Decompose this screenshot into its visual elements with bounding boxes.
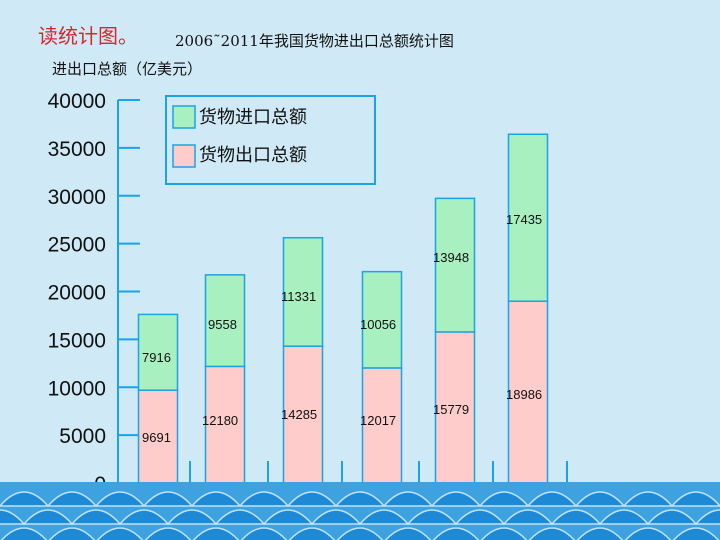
data-label-import: 13948	[433, 250, 469, 265]
wave-shape	[384, 527, 432, 540]
bar-import	[507, 133, 549, 302]
wave-shape	[192, 527, 240, 540]
bar-import	[434, 197, 476, 333]
y-tick-label: 10000	[48, 377, 106, 400]
bar-import	[282, 236, 324, 347]
wave-shape	[672, 527, 720, 540]
wave-shape	[48, 527, 96, 540]
legend-label-export: 货物出口总额	[199, 145, 307, 166]
exercise-heading: 读统计图。	[38, 24, 138, 48]
bar-export	[434, 331, 476, 484]
legend-box	[165, 95, 376, 185]
data-label-export: 14285	[281, 407, 317, 422]
bar-export	[282, 345, 324, 484]
legend-swatch-import	[172, 105, 196, 129]
legend-label-import: 货物进口总额	[199, 107, 307, 128]
wave-shape	[528, 527, 576, 540]
wave-shape	[480, 527, 528, 540]
wave-shape	[336, 527, 384, 540]
data-label-export: 12180	[202, 413, 238, 428]
wave-shape	[694, 509, 720, 525]
bar-import	[361, 270, 403, 369]
y-tick-label: 5000	[59, 425, 106, 448]
y-axis-label: 进出口总额（亿美元）	[52, 60, 203, 78]
data-label-import: 9558	[208, 317, 237, 332]
y-tick-label: 30000	[48, 186, 106, 209]
wave-shape	[240, 527, 288, 540]
wave-decoration	[0, 482, 720, 540]
y-tick-label: 20000	[48, 282, 106, 305]
y-tick-label: 40000	[48, 90, 106, 113]
y-tick-label: 15000	[48, 329, 106, 352]
bar-import	[137, 313, 179, 391]
bar-export	[361, 367, 403, 484]
chart-title: 2006˜2011年我国货物进出口总额统计图	[175, 32, 454, 50]
data-label-import: 7916	[142, 350, 171, 365]
data-label-export: 18986	[506, 387, 542, 402]
data-label-export: 15779	[433, 402, 469, 417]
data-label-import: 17435	[506, 212, 542, 227]
wave-shape	[624, 527, 672, 540]
data-label-export: 9691	[142, 430, 171, 445]
bar-export	[507, 300, 549, 484]
bar-export	[204, 365, 246, 484]
data-label-import: 10056	[360, 317, 396, 332]
wave-shape	[96, 527, 144, 540]
wave-shape	[288, 527, 336, 540]
wave-shape	[0, 527, 48, 540]
wave-shape	[576, 527, 624, 540]
y-tick-label: 25000	[48, 234, 106, 257]
bar-import	[204, 274, 246, 368]
wave-shape	[432, 527, 480, 540]
data-label-import: 11331	[281, 289, 316, 304]
bar-export	[137, 389, 179, 484]
y-tick-label: 35000	[48, 138, 106, 161]
data-label-export: 12017	[360, 413, 396, 428]
wave-shape	[144, 527, 192, 540]
legend-swatch-export	[172, 144, 196, 168]
